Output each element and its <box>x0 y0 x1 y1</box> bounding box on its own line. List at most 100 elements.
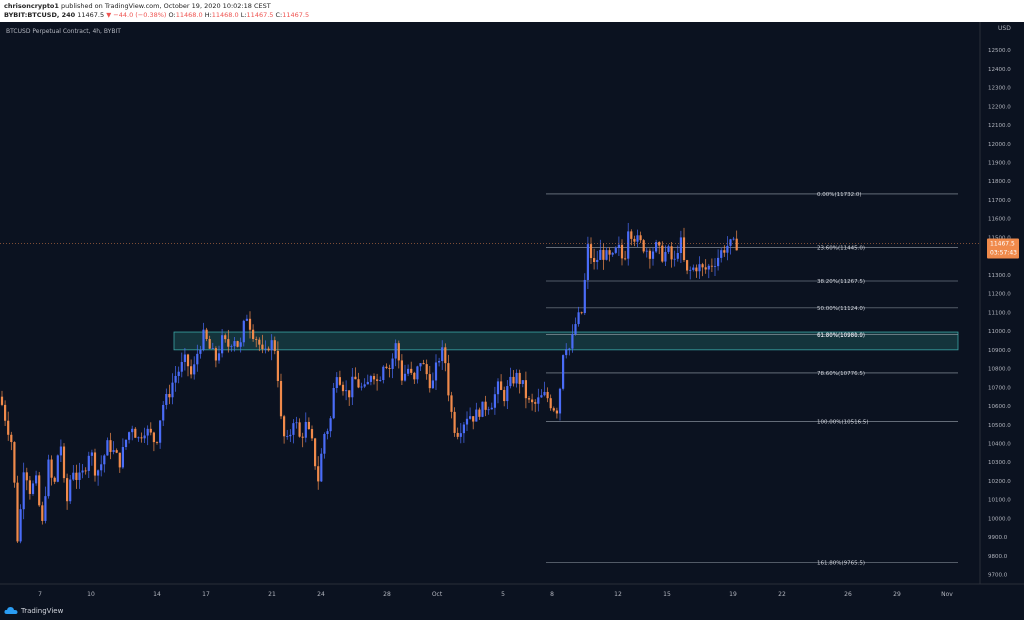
candle-body <box>332 387 335 419</box>
fib-level-label: 50.00%(11124.0) <box>817 306 865 312</box>
candle-body <box>221 335 224 354</box>
candle-body <box>292 423 295 435</box>
candle-body <box>428 374 431 389</box>
candle-body <box>59 446 62 456</box>
candle-body <box>397 343 400 361</box>
candle-body <box>199 349 202 354</box>
candle-body <box>345 390 348 392</box>
time-tick-label: 12 <box>614 591 622 598</box>
candle-body <box>400 360 403 381</box>
candle-body <box>655 242 658 252</box>
candle-body <box>239 342 242 347</box>
candle-body <box>689 269 692 271</box>
candle-body <box>31 483 35 494</box>
open-label: O: <box>168 11 176 19</box>
candle-body <box>180 361 183 372</box>
candle-body <box>726 245 729 253</box>
candle-body <box>298 422 301 437</box>
candle-body <box>81 470 84 473</box>
candle-body <box>202 329 205 350</box>
candle-body <box>676 253 679 259</box>
candle-body <box>605 250 608 260</box>
candle-body <box>149 428 152 433</box>
last-price-value: 11467.5 <box>990 241 1015 248</box>
candle-body <box>279 380 283 417</box>
candle-body <box>177 371 180 376</box>
candle-body <box>227 339 230 347</box>
price-tick-label: 10000.0 <box>988 516 1011 522</box>
candle-body <box>512 376 515 384</box>
candle-body <box>648 250 651 259</box>
candle-body <box>617 244 620 248</box>
candle-body <box>310 429 314 439</box>
candle-body <box>732 238 735 240</box>
candle-body <box>593 258 596 263</box>
candle-body <box>72 472 75 480</box>
fib-level-label: 61.80%(10981.0) <box>817 333 865 339</box>
candle-body <box>422 363 425 365</box>
tradingview-logo[interactable]: TradingView <box>4 606 63 615</box>
fib-level-label: 61.80%(10980.5) <box>817 333 865 339</box>
candle-body <box>624 258 627 260</box>
candle-body <box>419 363 422 367</box>
plot-background <box>0 22 1024 604</box>
time-tick-label: 19 <box>729 591 737 598</box>
candle-body <box>639 235 642 241</box>
candle-body <box>506 386 509 402</box>
price-tick-label: 12200.0 <box>988 104 1011 110</box>
price-tick-label: 11200.0 <box>988 292 1011 298</box>
countdown-timer: 03:57:43 <box>990 250 1017 257</box>
price-tick-label: 11900.0 <box>988 161 1011 167</box>
candle-body <box>475 409 478 422</box>
candle-body <box>289 434 292 437</box>
author-name[interactable]: chrisoncrypto1 <box>4 2 59 10</box>
price-tick-label: 10500.0 <box>988 423 1011 429</box>
candle-body <box>41 505 44 521</box>
last-price-tag[interactable] <box>987 238 1019 259</box>
price-tick-label: 10400.0 <box>988 442 1011 448</box>
candle-body <box>478 409 481 417</box>
fib-level-label: 100.00%(10516.5) <box>817 420 869 426</box>
candle-body <box>403 373 407 381</box>
candle-body <box>84 470 87 472</box>
candle-body <box>13 442 16 483</box>
candle-body <box>196 353 199 365</box>
candle-body <box>537 397 540 404</box>
candle-body <box>735 238 738 251</box>
candle-body <box>245 318 248 321</box>
price-change: ▼ −44.0 (−0.38%) <box>106 11 167 19</box>
candle-body <box>481 401 484 417</box>
publish-info: published on TradingView.com, October 19… <box>58 2 271 10</box>
candle-body <box>242 320 245 343</box>
candlestick-chart[interactable]: 0.00%(11732.0) 23.60%(11445.0) 38.20%(1126… <box>0 22 1024 604</box>
candle-body <box>546 391 549 399</box>
candle-body <box>441 347 444 362</box>
open-value: 11468.0 <box>175 11 203 19</box>
candle-body <box>75 472 78 480</box>
candle-body <box>208 339 211 349</box>
publish-line: chrisoncrypto1 published on TradingView.… <box>4 2 271 10</box>
candle-body <box>335 377 338 388</box>
currency-label[interactable]: USD <box>998 25 1011 32</box>
candle-body <box>633 238 636 242</box>
candle-body <box>500 381 503 390</box>
candle-body <box>574 324 577 335</box>
low-label: L: <box>240 11 247 19</box>
price-tick-label: 10700.0 <box>988 385 1011 391</box>
candle-body <box>273 340 276 351</box>
price-tick-label: 9700.0 <box>988 573 1008 579</box>
candle-body <box>469 416 472 419</box>
candle-body <box>10 434 13 443</box>
candle-body <box>0 396 4 405</box>
candle-body <box>425 364 428 375</box>
candle-body <box>565 349 568 356</box>
candle-body <box>636 235 639 242</box>
candle-body <box>16 482 19 542</box>
candle-body <box>106 440 109 456</box>
candle-body <box>503 389 506 402</box>
candle-body <box>704 267 707 270</box>
candle-body <box>44 496 47 521</box>
candle-body <box>205 329 208 340</box>
candle-body <box>224 335 227 340</box>
fibonacci-retracement: 0.00%(11732.0) 23.60%(11445.0) 38.20%(1126… <box>546 192 958 566</box>
